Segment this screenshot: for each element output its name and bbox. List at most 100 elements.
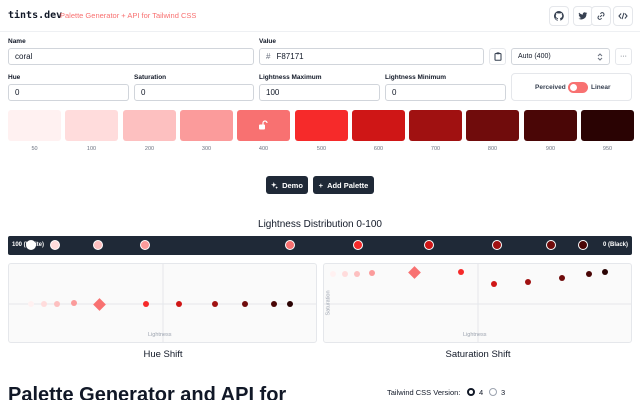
distribution-handle[interactable] (578, 240, 588, 250)
saturation-point-600[interactable] (491, 281, 497, 287)
code-icon (618, 12, 628, 20)
lightness-min-value: 0 (392, 88, 397, 97)
swatch-500[interactable] (295, 110, 348, 141)
saturation-point-900[interactable] (586, 271, 592, 277)
swatch-300[interactable] (180, 110, 233, 141)
version-4-label: 4 (479, 388, 484, 397)
shade-label-400: 400 (258, 146, 269, 152)
distribution-handle[interactable] (140, 240, 150, 250)
mode-value: Auto (400) (518, 53, 551, 60)
distribution-handle[interactable] (26, 240, 36, 250)
distribution-handle[interactable] (424, 240, 434, 250)
copy-palette-button[interactable] (489, 48, 506, 65)
twitter-button[interactable] (573, 6, 593, 26)
swatch-50[interactable] (8, 110, 61, 141)
linear-label: Linear (591, 84, 611, 91)
shade-label-900: 900 (545, 146, 556, 152)
demo-button[interactable]: Demo (266, 176, 308, 194)
value-label: Value (259, 38, 276, 45)
hue-shift-chart[interactable]: Lightness (8, 263, 317, 343)
hue-point-800[interactable] (242, 301, 248, 307)
hue-xlabel: Lightness (148, 332, 172, 338)
hue-point-200[interactable] (54, 301, 60, 307)
perceived-label: Perceived (535, 84, 566, 91)
lightness-max-label: Lightness Maximum (259, 74, 322, 81)
shade-label-950: 950 (602, 146, 613, 152)
brand-logo[interactable]: tints.dev (8, 10, 63, 21)
twitter-icon (578, 12, 588, 20)
top-bar: tints.dev Palette Generator + API for Ta… (0, 0, 640, 32)
lightness-distribution-track[interactable]: 100 (White) 0 (Black) (8, 236, 632, 255)
curve-toggle-group: Perceived Linear (511, 73, 632, 101)
lightness-min-input[interactable]: 0 (385, 84, 506, 101)
saturation-point-300[interactable] (369, 270, 375, 276)
code-button[interactable] (613, 6, 633, 26)
lightness-min-label: Lightness Minimum (385, 74, 447, 81)
name-input[interactable]: coral (8, 48, 254, 65)
swatch-400[interactable] (237, 110, 290, 141)
version-label: Tailwind CSS Version: (387, 388, 461, 397)
add-palette-button[interactable]: + Add Palette (313, 176, 374, 194)
value-input[interactable]: # F87171 (259, 48, 484, 65)
distribution-handle[interactable] (546, 240, 556, 250)
saturation-label: Saturation (134, 74, 167, 81)
hue-point-950[interactable] (287, 301, 293, 307)
version-3-label: 3 (501, 388, 506, 397)
curve-toggle[interactable] (568, 82, 588, 93)
swatch-200[interactable] (123, 110, 176, 141)
hue-input[interactable]: 0 (8, 84, 129, 101)
swatch-600[interactable] (352, 110, 405, 141)
name-label: Name (8, 38, 26, 45)
more-options-button[interactable]: ··· (615, 48, 632, 65)
hue-point-600[interactable] (176, 301, 182, 307)
hash-prefix: # (266, 52, 271, 61)
hue-point-900[interactable] (271, 301, 277, 307)
copy-link-button[interactable] (591, 6, 611, 26)
distribution-handle[interactable] (50, 240, 60, 250)
unlock-icon[interactable] (258, 120, 269, 130)
hue-shift-title: Hue Shift (143, 349, 183, 360)
swatch-700[interactable] (409, 110, 462, 141)
clipboard-icon (493, 52, 502, 61)
shade-label-200: 200 (144, 146, 155, 152)
saturation-point-950[interactable] (602, 269, 608, 275)
hue-point-50[interactable] (28, 301, 34, 307)
distribution-handle[interactable] (93, 240, 103, 250)
distribution-title: Lightness Distribution 0-100 (258, 219, 382, 230)
distribution-handle[interactable] (285, 240, 295, 250)
saturation-point-700[interactable] (525, 279, 531, 285)
distribution-right-label: 0 (Black) (602, 242, 628, 248)
value-text: F87171 (276, 52, 304, 61)
chevron-updown-icon (597, 52, 603, 61)
hue-point-700[interactable] (212, 301, 218, 307)
hue-label: Hue (8, 74, 21, 81)
version-3-radio[interactable] (489, 388, 497, 396)
version-4-radio[interactable] (467, 388, 475, 396)
sparkles-icon (271, 181, 279, 189)
hero-title: Palette Generator and API for (8, 384, 287, 400)
toggle-knob (570, 84, 577, 91)
plus-icon: + (318, 180, 324, 190)
name-value: coral (15, 52, 33, 61)
hue-point-500[interactable] (143, 301, 149, 307)
distribution-handle[interactable] (492, 240, 502, 250)
saturation-input[interactable]: 0 (134, 84, 254, 101)
shade-label-300: 300 (201, 146, 212, 152)
hue-chart-grid (9, 264, 316, 342)
distribution-handle[interactable] (353, 240, 363, 250)
swatch-800[interactable] (466, 110, 519, 141)
saturation-point-500[interactable] (458, 269, 464, 275)
saturation-shift-chart[interactable]: Saturation Lightness (323, 263, 632, 343)
mode-select[interactable]: Auto (400) (511, 48, 610, 65)
hue-point-100[interactable] (41, 301, 47, 307)
github-button[interactable] (549, 6, 569, 26)
saturation-point-200[interactable] (354, 271, 360, 277)
hue-point-300[interactable] (71, 300, 77, 306)
lightness-max-input[interactable]: 100 (259, 84, 380, 101)
swatch-950[interactable] (581, 110, 634, 141)
saturation-point-800[interactable] (559, 275, 565, 281)
saturation-point-100[interactable] (342, 271, 348, 277)
swatch-100[interactable] (65, 110, 118, 141)
swatch-900[interactable] (524, 110, 577, 141)
saturation-point-50[interactable] (330, 271, 336, 277)
